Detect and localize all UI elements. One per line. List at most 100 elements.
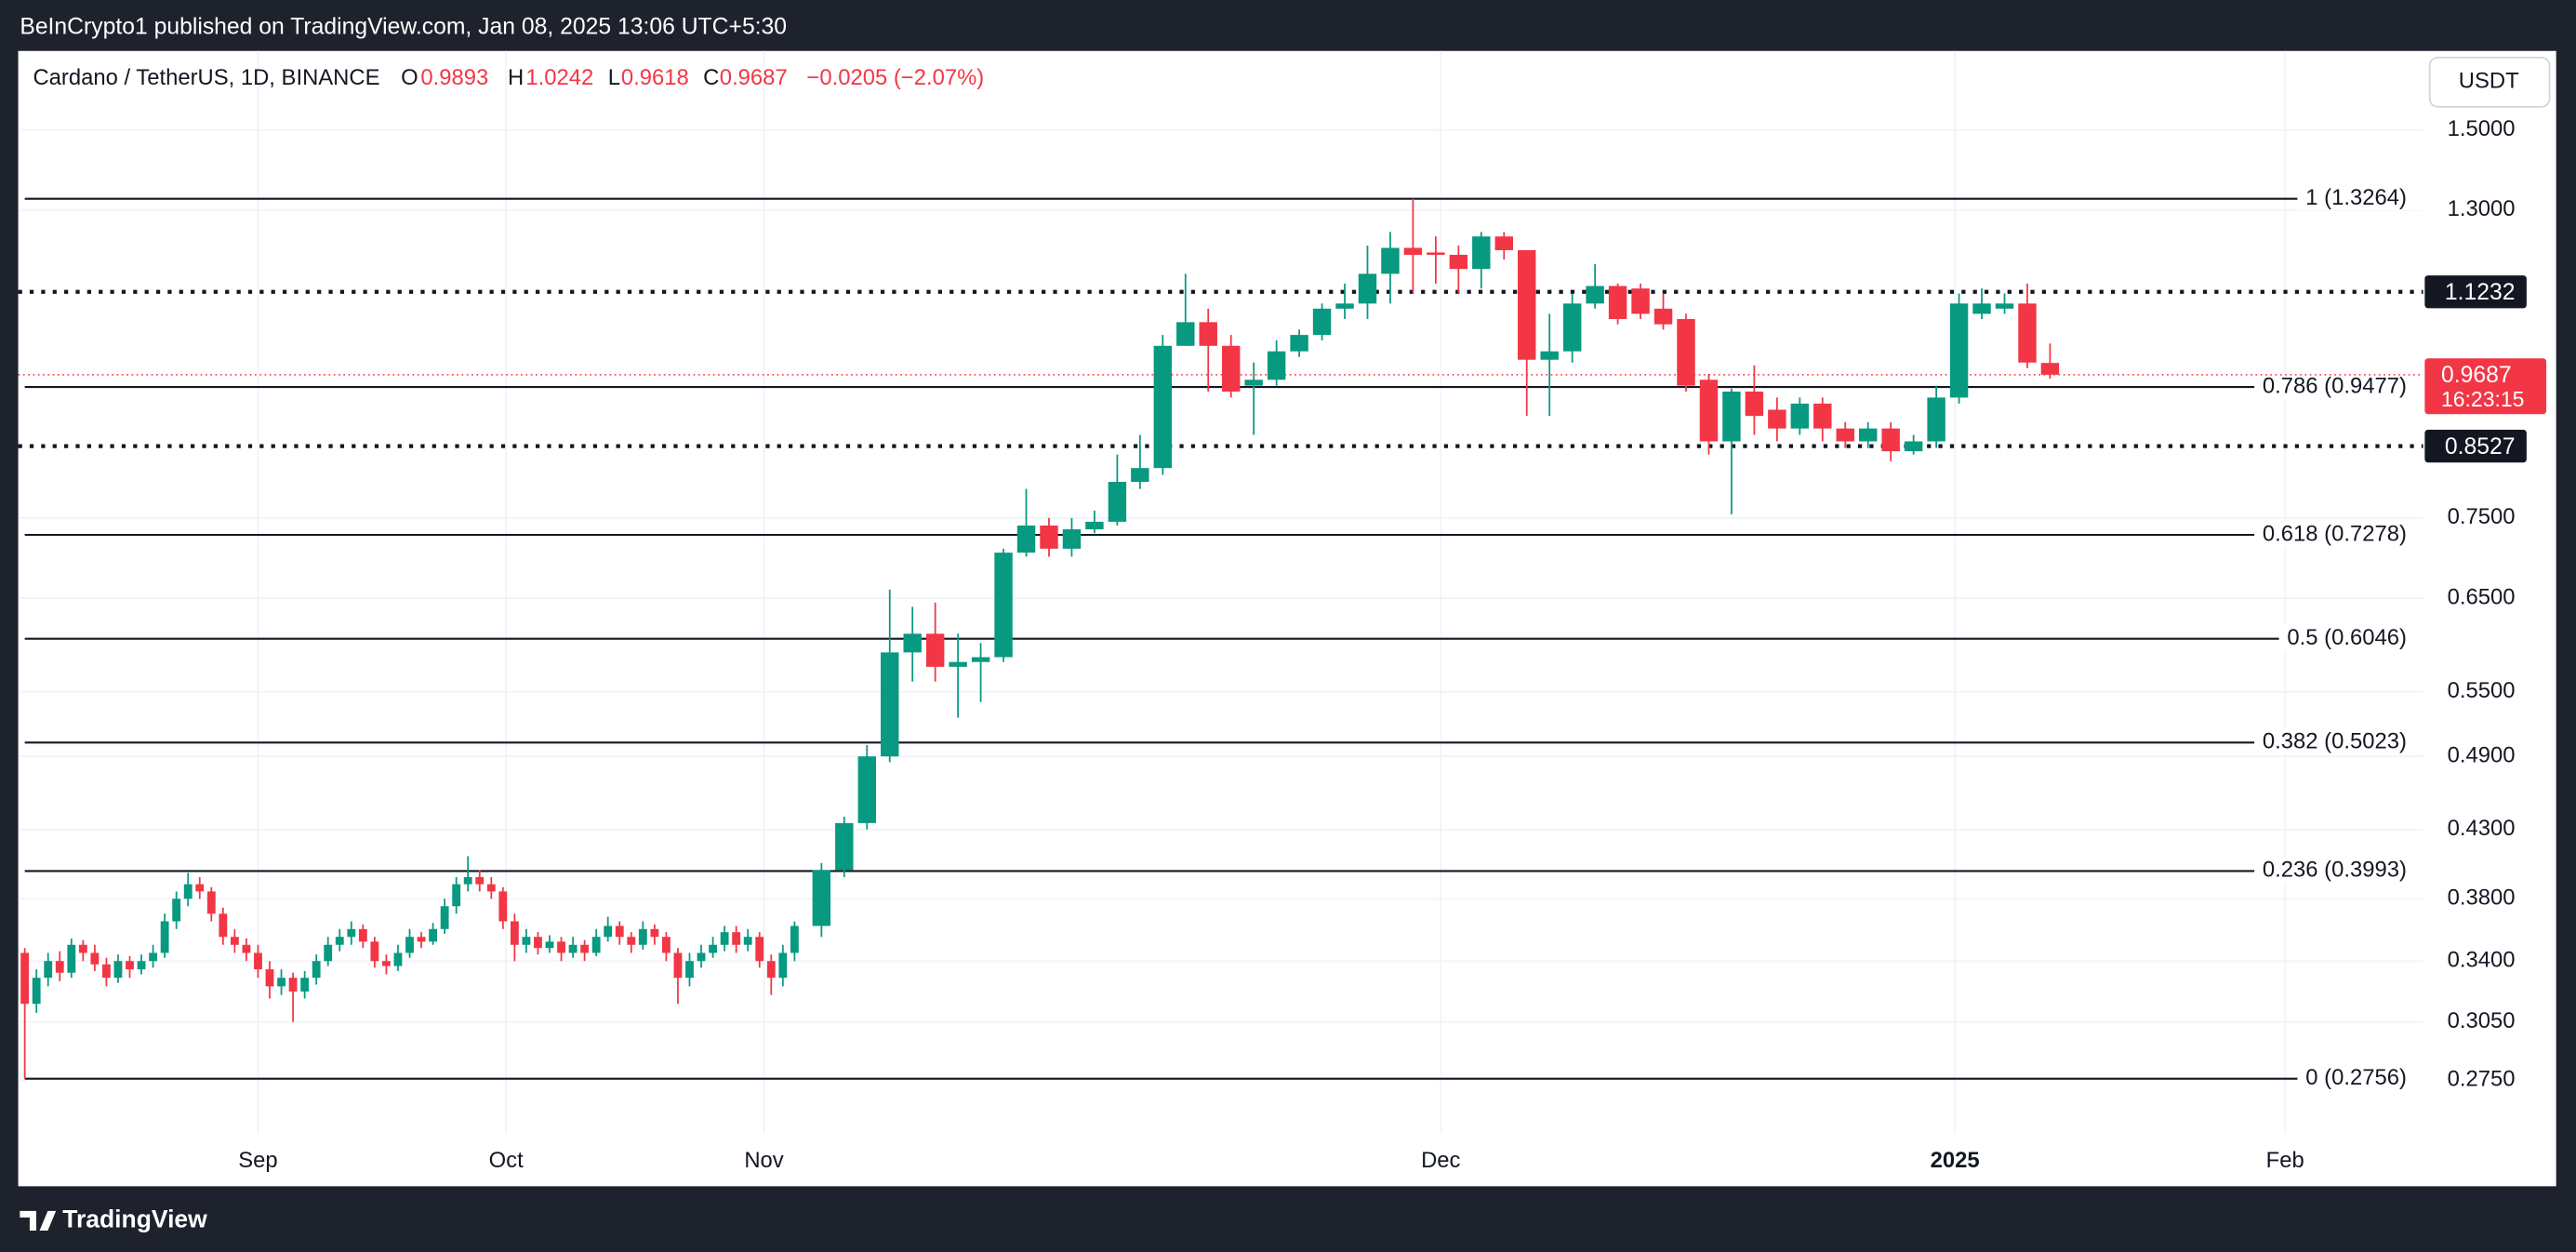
candle-body: [1403, 247, 1423, 255]
candle-body: [1108, 482, 1127, 522]
x-tick-label: Sep: [238, 1148, 277, 1173]
candle-body: [1699, 380, 1719, 442]
candle-body: [405, 937, 414, 953]
legend-key: C: [703, 65, 719, 90]
candle-body: [102, 964, 111, 979]
candle-body: [300, 978, 310, 992]
candle-body: [265, 969, 274, 987]
candle-body: [160, 921, 169, 953]
candle-body: [288, 978, 298, 992]
candle-body: [673, 952, 683, 979]
candle-body: [149, 952, 158, 962]
candle-body: [534, 937, 542, 949]
legend-key: L: [608, 65, 620, 90]
candle-body: [1972, 303, 1991, 314]
candle-body: [324, 944, 333, 962]
x-tick-label: Feb: [2266, 1148, 2304, 1173]
candle-body: [498, 891, 508, 922]
candle-body: [2040, 363, 2060, 375]
key-level-box: [2424, 429, 2527, 463]
fib-label: 0.236 (0.3993): [2263, 858, 2407, 883]
candle-body: [580, 944, 590, 953]
candle-body: [1518, 249, 1536, 360]
candle-body: [1540, 351, 1559, 360]
fib-label-bg: [2254, 728, 2425, 754]
y-tick-label: 1.3000: [2448, 196, 2516, 221]
candle-body: [358, 928, 367, 942]
candle-body: [545, 941, 554, 949]
fib-label: 1 (1.3264): [2305, 185, 2407, 210]
candle-body: [662, 937, 671, 953]
y-tick-label: 0.4900: [2448, 742, 2516, 767]
candle-body: [638, 928, 647, 945]
fib-label-bg: [2278, 624, 2425, 650]
candle-body: [254, 952, 262, 970]
candle-body: [685, 961, 694, 979]
candle-body: [113, 961, 123, 979]
candle-body: [463, 876, 472, 885]
countdown-label: 16:23:15: [2441, 387, 2524, 411]
candle-body: [591, 937, 601, 953]
legend-value: 1.0242: [525, 65, 593, 90]
legend-value: 0.9687: [720, 65, 788, 90]
candle-body: [219, 913, 228, 938]
legend-key: H: [508, 65, 524, 90]
publish-header: BeInCrypto1 published on TradingView.com…: [20, 15, 787, 40]
candle-body: [1290, 335, 1308, 352]
candle-body: [510, 921, 519, 945]
candle-body: [755, 937, 764, 962]
x-tick-label: Nov: [744, 1148, 783, 1173]
last-price-box: [2424, 358, 2547, 415]
candle-body: [1335, 303, 1354, 309]
candle-body: [790, 926, 799, 953]
candle-body: [743, 937, 752, 945]
candle-body: [1904, 441, 1923, 452]
legend-value: 0.9893: [420, 65, 488, 90]
candle-body: [1062, 529, 1082, 549]
candle-body: [183, 884, 193, 899]
candle-body: [1677, 318, 1695, 386]
currency-label[interactable]: USDT: [2459, 69, 2519, 94]
currency-button[interactable]: [2428, 56, 2551, 108]
candle-body: [1381, 247, 1400, 274]
y-tick-label: 0.5500: [2448, 678, 2516, 703]
fib-label: 0 (0.2756): [2305, 1065, 2407, 1090]
candle-body: [370, 941, 379, 962]
chart-panel: [18, 50, 2556, 1187]
candle-body: [720, 932, 729, 945]
candle-body: [335, 937, 344, 945]
candle-body: [1472, 236, 1491, 270]
candle-body: [312, 961, 321, 979]
candle-body: [67, 944, 76, 973]
candle-body: [881, 652, 899, 757]
candle-body: [44, 961, 53, 979]
candle-body: [1562, 303, 1582, 352]
y-tick-label: 0.3050: [2448, 1008, 2516, 1033]
candle-body: [1199, 322, 1217, 346]
y-tick-label: 0.4300: [2448, 816, 2516, 841]
candle-body: [1131, 468, 1149, 483]
candle-body: [1881, 428, 1900, 452]
key-level-box: [2424, 275, 2527, 309]
candle-body: [778, 952, 788, 979]
candle-body: [195, 884, 205, 892]
key-level-label: 1.1232: [2445, 280, 2516, 305]
x-tick-label: 2025: [1931, 1148, 1980, 1173]
x-tick-label: Dec: [1421, 1148, 1460, 1173]
grid: [18, 50, 2423, 1134]
candle-body: [812, 870, 831, 926]
candle-body: [1040, 525, 1058, 549]
y-tick-label: 1.5000: [2448, 116, 2516, 141]
candle-body: [1244, 380, 1263, 386]
candle-body: [604, 926, 613, 938]
candle-body: [1790, 403, 1810, 429]
candle-body: [1608, 286, 1627, 319]
candle-body: [766, 961, 776, 979]
legend-change: −0.0205 (−2.07%): [806, 65, 984, 90]
candle-body: [126, 961, 134, 970]
candle-body: [382, 961, 391, 966]
candles: [20, 198, 2060, 1079]
candle-body: [78, 944, 87, 953]
